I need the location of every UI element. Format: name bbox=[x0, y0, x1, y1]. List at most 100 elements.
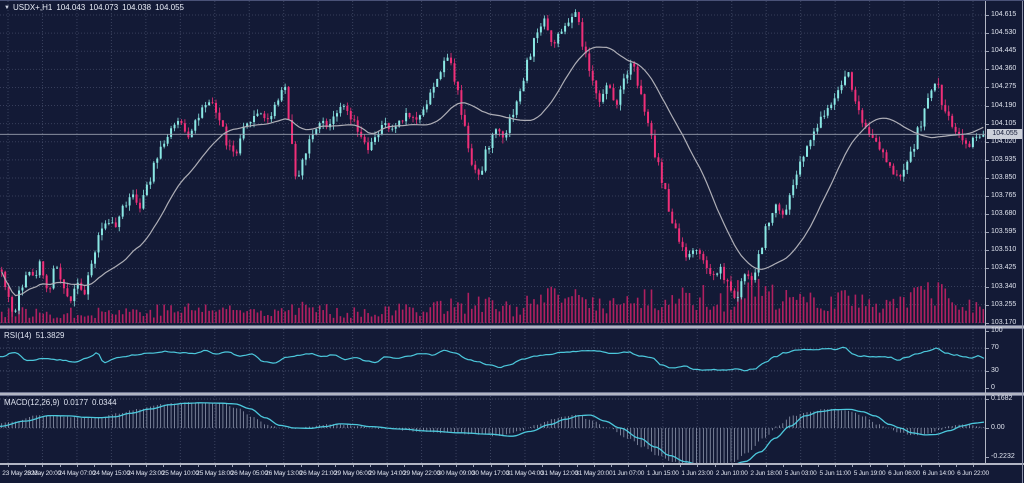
high-value: 104.073 bbox=[89, 3, 119, 12]
time-tick bbox=[697, 465, 699, 467]
time-tick bbox=[42, 465, 44, 467]
time-axis-label: 5 Jun 03:00 bbox=[784, 470, 817, 477]
time-tick bbox=[76, 465, 78, 467]
current-price-tag: 104.055 bbox=[987, 129, 1023, 140]
macd-name: MACD(12,26,9) bbox=[4, 398, 60, 407]
time-tick bbox=[921, 465, 923, 467]
axis-label: 104.105 bbox=[991, 119, 1017, 127]
rsi-value: 51.3829 bbox=[35, 331, 65, 340]
time-tick bbox=[680, 465, 682, 467]
time-tick bbox=[576, 465, 578, 467]
time-tick bbox=[283, 465, 285, 467]
close-value: 104.055 bbox=[155, 3, 184, 12]
axis-tick bbox=[986, 87, 989, 89]
axis-label: 103.170 bbox=[991, 318, 1017, 326]
time-tick bbox=[180, 465, 182, 467]
time-tick bbox=[714, 465, 716, 467]
macd-pane[interactable]: MACD(12,26,9) 0.0177 0.0344 bbox=[0, 396, 985, 463]
open-value: 104.043 bbox=[56, 3, 86, 12]
time-axis-label: 23 May 2023 bbox=[2, 470, 38, 477]
pane-divider[interactable] bbox=[0, 392, 1024, 396]
axis-tick bbox=[986, 196, 989, 198]
candlestick-chart[interactable] bbox=[0, 1, 985, 325]
symbol-period-label: USDX+,H1 bbox=[12, 3, 53, 12]
axis-label: 103.510 bbox=[991, 246, 1017, 254]
time-tick bbox=[421, 465, 423, 467]
time-tick bbox=[266, 465, 268, 467]
rsi-chart[interactable] bbox=[0, 329, 985, 392]
time-axis-label: 23 May 20:00 bbox=[23, 470, 61, 477]
time-tick bbox=[645, 465, 647, 467]
time-axis-label: 6 Jun 06:00 bbox=[888, 470, 920, 477]
time-axis-label: 6 Jun 22:00 bbox=[957, 470, 989, 477]
axis-divider bbox=[0, 463, 1024, 465]
axis-label: 104.275 bbox=[991, 83, 1017, 91]
axis-tick bbox=[986, 331, 989, 332]
axis-label: 103.765 bbox=[991, 192, 1017, 200]
time-axis-label: 24 May 07:00 bbox=[58, 470, 96, 477]
time-tick bbox=[593, 465, 595, 467]
rsi-name: RSI(14) bbox=[4, 331, 32, 340]
time-tick bbox=[662, 465, 664, 467]
axis-tick bbox=[986, 105, 989, 107]
time-tick bbox=[232, 465, 234, 467]
time-tick bbox=[490, 465, 492, 467]
axis-label: 104.445 bbox=[991, 47, 1017, 55]
axis-tick bbox=[986, 232, 989, 234]
time-tick bbox=[628, 465, 630, 467]
time-tick bbox=[800, 465, 802, 467]
axis-label: -0.2232 bbox=[991, 453, 1015, 460]
axis-label: 104.020 bbox=[991, 137, 1017, 145]
chart-title: ▼ USDX+,H1 104.043 104.073 104.038 104.055 bbox=[4, 3, 188, 12]
axis-label: 0.00 bbox=[991, 424, 1005, 431]
axis-label: 30 bbox=[991, 366, 999, 374]
time-axis-label: 29 May 14:00 bbox=[368, 470, 406, 477]
price-axis[interactable]: 104.055 104.615 104.530 104.445 104.360 104.… bbox=[985, 1, 1024, 463]
time-axis[interactable]: 23 May 2023 23 May 20:00 24 May 07:00 24 Ma… bbox=[0, 465, 1024, 483]
time-axis-label: 5 Jun 11:00 bbox=[819, 470, 851, 477]
time-tick bbox=[783, 465, 785, 467]
rsi-pane[interactable]: RSI(14) 51.3829 bbox=[0, 329, 985, 392]
time-tick bbox=[369, 465, 371, 467]
time-axis-label: 6 Jun 14:00 bbox=[922, 470, 955, 477]
time-tick bbox=[869, 465, 871, 467]
time-tick bbox=[456, 465, 458, 467]
symbol-dropdown-icon[interactable]: ▼ bbox=[4, 5, 10, 11]
axis-label: 103.680 bbox=[991, 210, 1017, 218]
time-tick bbox=[438, 465, 440, 467]
time-axis-label: 2 Jun 10:00 bbox=[715, 470, 748, 477]
time-axis-label: 31 May 04:00 bbox=[506, 470, 544, 477]
time-axis-label: 31 May 12:00 bbox=[540, 470, 578, 477]
low-value: 104.038 bbox=[122, 3, 152, 12]
time-tick bbox=[835, 465, 837, 467]
axis-tick bbox=[986, 348, 989, 350]
pane-divider[interactable] bbox=[0, 325, 1024, 329]
axis-label: 70 bbox=[991, 344, 999, 352]
price-chart-pane[interactable]: ▼ USDX+,H1 104.043 104.073 104.038 104.055 bbox=[0, 1, 985, 325]
time-tick bbox=[318, 465, 320, 467]
macd-signal-value: 0.0344 bbox=[92, 398, 117, 407]
time-tick bbox=[507, 465, 509, 467]
axis-tick bbox=[986, 123, 989, 125]
time-axis-label: 26 May 05:00 bbox=[230, 470, 268, 477]
time-axis-label: 25 May 18:00 bbox=[196, 470, 234, 477]
time-axis-label: 30 May 09:00 bbox=[437, 470, 475, 477]
axis-tick bbox=[986, 268, 989, 270]
axis-tick bbox=[986, 69, 989, 71]
time-tick bbox=[300, 465, 302, 467]
time-tick bbox=[817, 465, 819, 467]
axis-label: 103.595 bbox=[991, 228, 1017, 236]
time-tick bbox=[94, 465, 96, 467]
axis-tick bbox=[986, 250, 989, 252]
axis-label: 104.360 bbox=[991, 65, 1017, 73]
time-axis-label: 5 Jun 19:00 bbox=[853, 470, 886, 477]
time-tick bbox=[404, 465, 406, 467]
time-axis-label: 1 Jun 15:00 bbox=[646, 470, 679, 477]
time-tick bbox=[731, 465, 733, 467]
axis-tick bbox=[986, 51, 989, 53]
macd-chart[interactable] bbox=[0, 396, 985, 463]
axis-label: 103.425 bbox=[991, 264, 1017, 272]
axis-tick bbox=[986, 33, 989, 35]
time-tick bbox=[852, 465, 854, 467]
